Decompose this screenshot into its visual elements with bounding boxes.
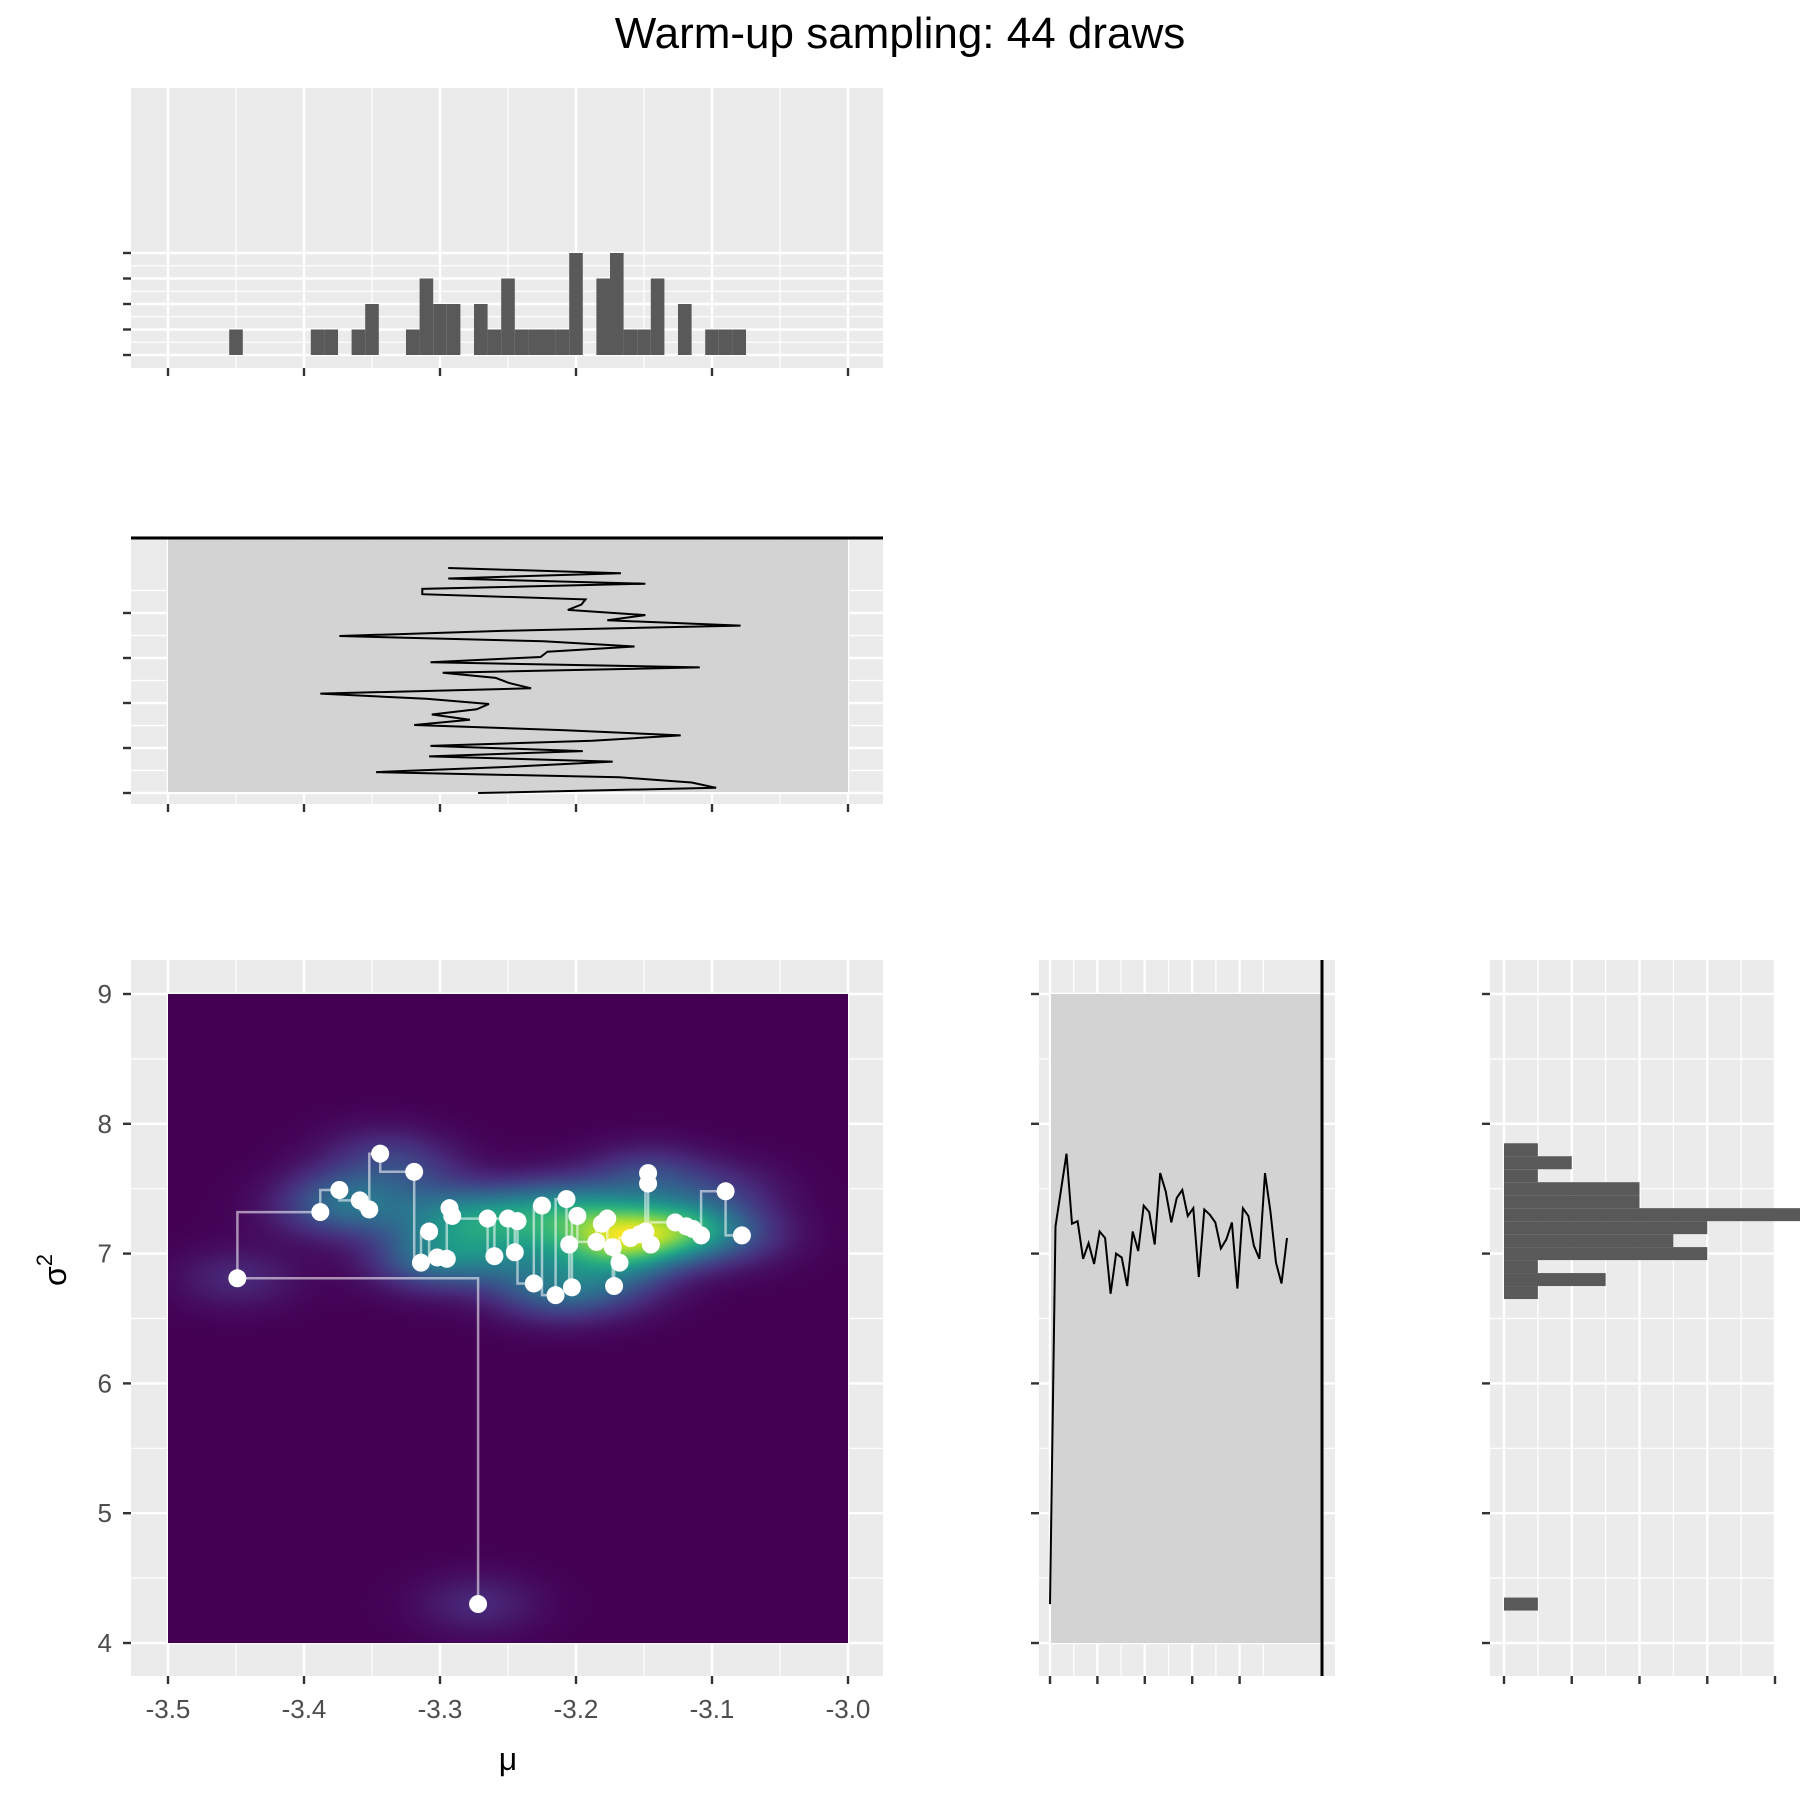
histogram-bar <box>650 278 665 355</box>
histogram-bar <box>1504 1182 1640 1196</box>
histogram-bar <box>324 329 338 355</box>
y-tick-label: 6 <box>98 1368 112 1398</box>
y-tick-label: 8 <box>98 1109 112 1139</box>
mu-histogram-panel <box>123 88 883 376</box>
histogram-bar <box>365 304 379 355</box>
histogram-bar <box>569 253 583 355</box>
histogram-bar <box>351 329 366 355</box>
histogram-bar <box>1504 1221 1708 1235</box>
draw-point <box>716 1182 735 1201</box>
y-tick-label: 7 <box>98 1239 112 1269</box>
draw-point <box>546 1286 565 1305</box>
sigma2-histogram-panel <box>1482 960 1800 1684</box>
draw-point <box>605 1277 624 1296</box>
draw-point <box>371 1144 390 1163</box>
draw-point <box>360 1200 379 1219</box>
y-axis-label-superscript: 2 <box>32 1254 57 1266</box>
histogram-bar <box>705 329 719 355</box>
histogram-bar <box>542 329 556 355</box>
histogram-bar <box>1504 1597 1538 1611</box>
draw-point <box>508 1212 527 1231</box>
trace-area-background <box>1051 994 1322 1643</box>
y-axis-label-base: σ <box>37 1266 73 1286</box>
figure-title: Warm-up sampling: 44 draws <box>615 9 1186 58</box>
histogram-bar <box>514 329 529 355</box>
draw-point <box>311 1203 330 1222</box>
histogram-bar <box>623 329 638 355</box>
draw-point <box>524 1274 543 1293</box>
histogram-bar <box>474 304 488 355</box>
draw-point <box>443 1206 462 1225</box>
draw-point <box>533 1196 551 1215</box>
draw-point <box>603 1238 622 1257</box>
draw-point <box>405 1162 424 1181</box>
histogram-bar <box>487 329 502 355</box>
histogram-bar <box>678 304 692 355</box>
histogram-bar <box>718 329 733 355</box>
draw-point <box>437 1249 456 1268</box>
histogram-bar <box>528 329 542 355</box>
histogram-bar <box>1504 1273 1606 1287</box>
histogram-bar <box>637 329 651 355</box>
draw-point <box>478 1209 497 1228</box>
draw-point <box>485 1247 504 1266</box>
histogram-bar <box>310 329 325 355</box>
histogram-bar <box>555 329 570 355</box>
histogram-bar <box>1504 1286 1538 1300</box>
histogram-bar <box>1504 1208 1800 1222</box>
histogram-bar <box>446 304 461 355</box>
histogram-bar <box>419 278 434 355</box>
x-tick-label: -3.0 <box>826 1694 871 1724</box>
sigma2-trace-line <box>1049 1153 1288 1605</box>
y-tick-label: 5 <box>98 1498 112 1528</box>
draw-point <box>330 1180 349 1199</box>
x-tick-label: -3.1 <box>690 1694 735 1724</box>
mu-trace-panel <box>123 536 883 812</box>
y-tick-label: 9 <box>98 979 112 1009</box>
histogram-bar <box>1504 1234 1674 1248</box>
draw-point <box>560 1235 579 1254</box>
draw-point <box>610 1253 629 1272</box>
draw-point <box>639 1174 658 1193</box>
y-tick-label: 4 <box>98 1628 112 1658</box>
histogram-bar <box>610 253 624 355</box>
x-tick-label: -3.4 <box>282 1694 327 1724</box>
sigma2-trace-panel <box>1031 960 1335 1684</box>
draw-point <box>587 1232 606 1251</box>
draw-point <box>557 1190 576 1209</box>
histogram-bar <box>229 329 243 355</box>
histogram-bar <box>1504 1143 1538 1157</box>
mu-trace-line <box>320 567 741 794</box>
y-axis-label-group: σ2 <box>32 1254 73 1286</box>
histogram-bar <box>406 329 420 355</box>
draw-point <box>505 1243 524 1262</box>
draw-point <box>228 1269 247 1288</box>
histogram-bar <box>596 278 610 355</box>
histogram-bar <box>1504 1260 1538 1274</box>
draw-point <box>641 1235 660 1254</box>
joint-density-panel: -3.5 -3.4 -3.3 -3.2 -3.1 -3.0 4 5 6 7 8 9 <box>98 960 883 1724</box>
x-axis-label: μ <box>499 1741 517 1777</box>
draw-point <box>562 1278 581 1297</box>
histogram-bar <box>433 304 447 355</box>
density-heatmap <box>168 994 848 1643</box>
histogram-bar <box>1504 1169 1538 1183</box>
histogram-bar <box>1504 1247 1708 1261</box>
draw-point <box>411 1253 430 1272</box>
x-tick-label: -3.5 <box>146 1694 191 1724</box>
draw-point <box>420 1222 439 1241</box>
histogram-bar <box>1504 1195 1640 1209</box>
histogram-bar <box>501 278 515 355</box>
draw-point <box>732 1226 751 1245</box>
draw-point <box>469 1595 488 1614</box>
histogram-bar <box>1504 1156 1572 1170</box>
draw-point <box>692 1226 711 1245</box>
draw-point <box>568 1206 587 1225</box>
draw-point <box>598 1209 617 1228</box>
y-axis-label: σ2 <box>32 1254 73 1286</box>
x-tick-label: -3.2 <box>554 1694 599 1724</box>
x-tick-label: -3.3 <box>418 1694 463 1724</box>
histogram-bar <box>732 329 746 355</box>
